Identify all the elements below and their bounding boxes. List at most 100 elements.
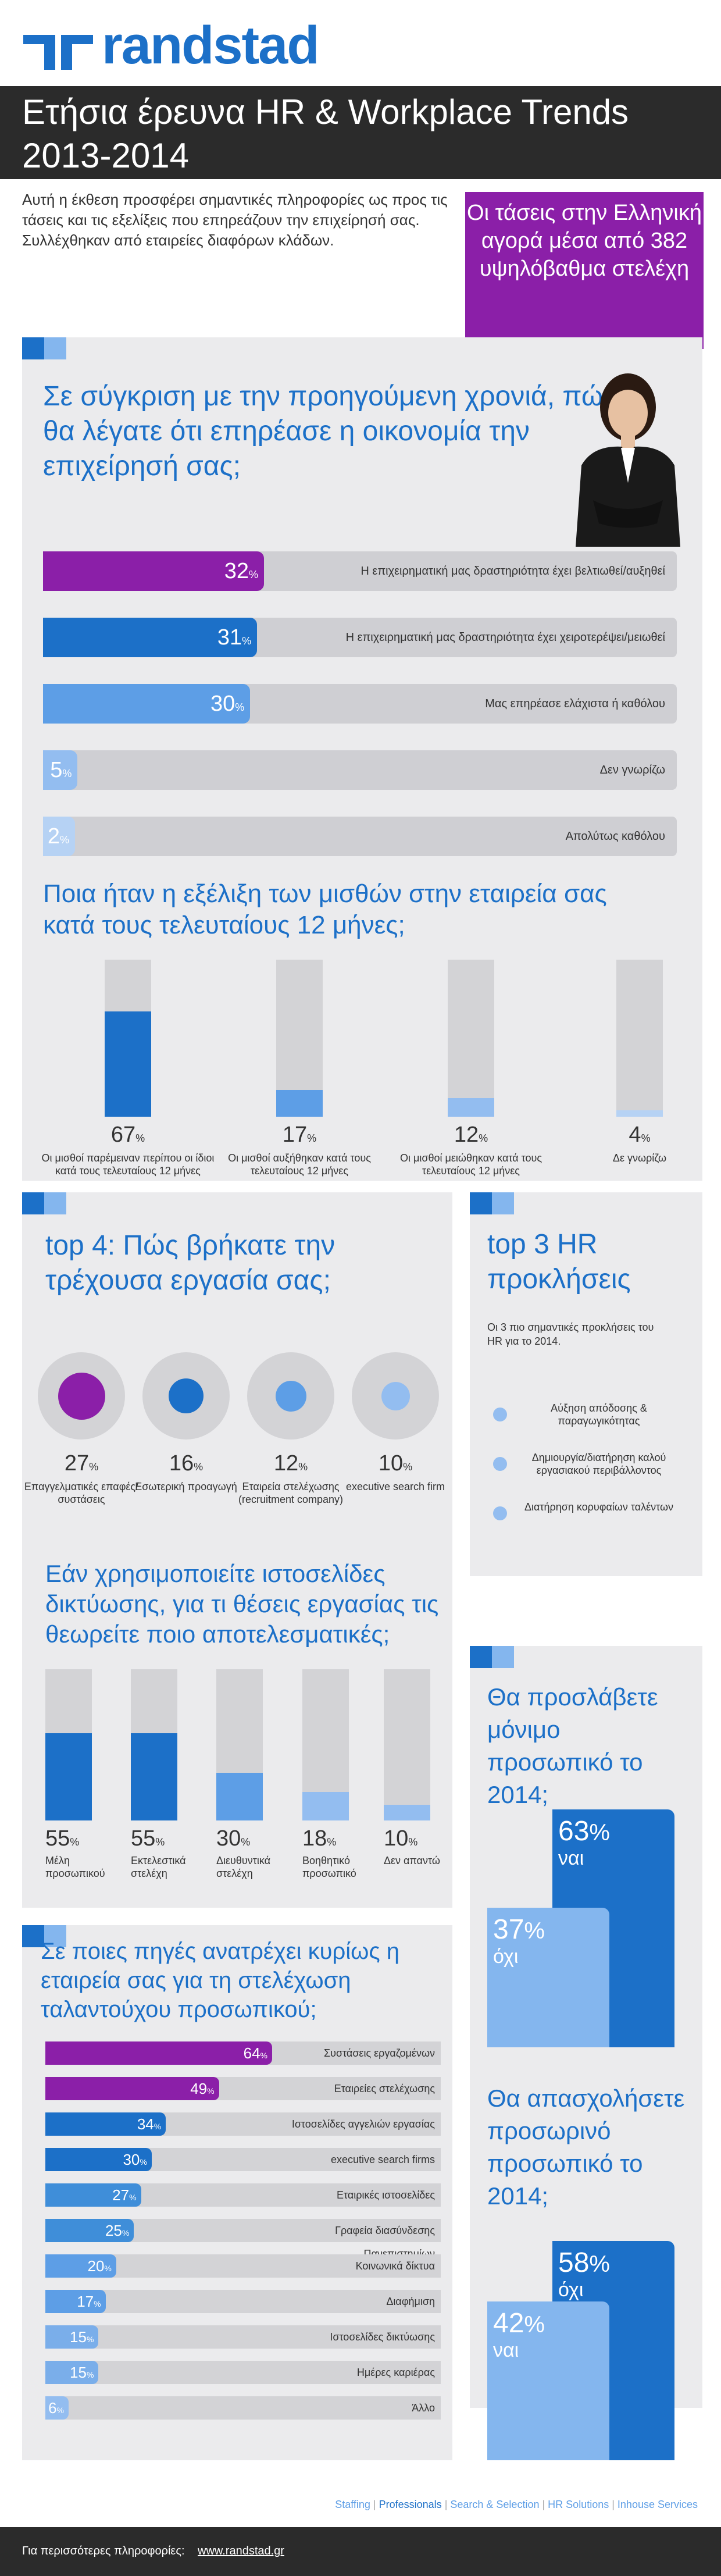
bar-caption: Οι μισθοί αυξήθηκαν κατά τους τελευταίου… xyxy=(228,1152,371,1177)
bar-caption: Μέλη προσωπικού xyxy=(45,1855,105,1879)
q4-sub: Οι 3 πιο σημαντικές προκλήσεις του HR γι… xyxy=(487,1321,654,1347)
unit: % xyxy=(104,2264,112,2273)
q3-heading: top 4: Πώς βρήκατε την τρέχουσα εργασία … xyxy=(45,1230,335,1296)
unit: % xyxy=(129,2193,137,2202)
value: 2 xyxy=(47,824,60,849)
unit: % xyxy=(479,1132,488,1144)
section-marker xyxy=(470,1192,492,1214)
bar-fill xyxy=(384,1804,430,1820)
bar-fill: 6% xyxy=(45,2396,69,2420)
unit: % xyxy=(298,1461,308,1473)
unit: % xyxy=(155,1836,165,1848)
bar-value: 55% xyxy=(45,1826,79,1851)
footer-url-link[interactable]: www.randstad.gr xyxy=(198,2545,284,2557)
bar-track xyxy=(45,2396,441,2420)
bar-label: Κοινωνικά δίκτυα xyxy=(355,2260,435,2272)
footer-more-text: Για περισσότερες πληροφορίες: xyxy=(22,2545,185,2557)
service-link[interactable]: Staffing xyxy=(335,2499,370,2510)
unit: % xyxy=(62,768,72,779)
bar-label: Εταιρείες στελέχωσης xyxy=(334,2083,435,2094)
block-value: 37% xyxy=(493,1914,604,1946)
section-marker xyxy=(22,1925,44,1947)
unit: % xyxy=(207,2086,215,2096)
value: 17 xyxy=(282,1123,308,1147)
brand-name: randstad xyxy=(102,16,320,75)
unit: % xyxy=(154,2122,162,2131)
bar-caption: Βοηθητικό προσωπικό xyxy=(302,1855,356,1879)
unit: % xyxy=(641,1132,651,1144)
unit: % xyxy=(307,1132,317,1144)
bar-fill: 34% xyxy=(45,2112,166,2136)
bar-value: 10% xyxy=(384,1826,417,1851)
circle-fill xyxy=(381,1381,410,1410)
bar-fill xyxy=(448,1098,494,1117)
bar-fill xyxy=(216,1773,263,1820)
q7-heading: Θα απασχολήσετε προσωρινό προσωπικό το 2… xyxy=(487,2085,685,2210)
unit: % xyxy=(135,1132,145,1144)
value: 64 xyxy=(243,2044,260,2062)
unit: % xyxy=(248,569,258,580)
block-label: ναι xyxy=(493,2339,519,2361)
block-minor: 37% όχι xyxy=(487,1907,609,2047)
service-link[interactable]: Search & Selection xyxy=(450,2499,540,2510)
bar-fill: 31% xyxy=(43,618,258,657)
challenge-label: Δημιουργία/διατήρηση καλού εργασιακού πε… xyxy=(531,1452,666,1476)
bar-fill: 49% xyxy=(45,2077,219,2100)
callout-text: Οι τάσεις στην Ελληνική αγορά μέσα από 3… xyxy=(467,201,702,281)
unit: % xyxy=(327,1836,337,1848)
unit: % xyxy=(94,2299,101,2308)
bar-fill: 2% xyxy=(43,817,75,856)
unit: % xyxy=(408,1836,418,1848)
block-label: όχι xyxy=(493,1945,519,1968)
value: 16 xyxy=(169,1451,194,1476)
bar-value: 17% xyxy=(241,1123,358,1148)
value: 27 xyxy=(64,1451,90,1476)
section-marker xyxy=(44,1192,66,1214)
unit: % xyxy=(589,2251,610,2277)
bar-fill: 32% xyxy=(43,551,264,591)
service-link[interactable]: Professionals xyxy=(379,2499,442,2510)
service-link[interactable]: HR Solutions xyxy=(548,2499,609,2510)
q2-heading: Ποια ήταν η εξέλιξη των μισθών στην εται… xyxy=(43,879,607,939)
bar-fill: 17% xyxy=(45,2290,106,2313)
bar-label: Εταιρικές ιστοσελίδες xyxy=(336,2189,435,2201)
value: 15 xyxy=(70,2328,87,2346)
bar-label: Απολύτως καθόλου xyxy=(565,830,665,843)
item-value: 27% xyxy=(26,1451,137,1476)
unit: % xyxy=(403,1461,413,1473)
value: 10 xyxy=(384,1826,409,1851)
bar-track xyxy=(384,1669,430,1820)
intro-text: Αυτή η έκθεση προσφέρει σημαντικές πληρο… xyxy=(22,191,448,249)
value: 25 xyxy=(105,2222,122,2239)
bar-label: executive search firms xyxy=(330,2154,435,2165)
section-marker xyxy=(22,337,44,359)
unit: % xyxy=(59,834,69,846)
bar-label: Δεν γνωρίζω xyxy=(599,764,665,776)
bar-fill xyxy=(276,1090,323,1117)
block-label: ναι xyxy=(558,1847,584,1869)
value: 5 xyxy=(50,758,63,782)
circle-fill xyxy=(58,1372,105,1420)
bar-caption: Δεν απαντώ xyxy=(384,1855,440,1866)
value: 17 xyxy=(77,2293,94,2310)
q5-heading: Εάν χρησιμοποιείτε ιστοσελίδες δικτύωσης… xyxy=(45,1560,439,1648)
unit: % xyxy=(56,2406,64,2415)
bar-caption: Δε γνωρίζω xyxy=(612,1152,667,1164)
bar-label: Η επιχειρηματική μας δραστηριότητα έχει … xyxy=(345,631,665,644)
value: 30 xyxy=(216,1826,241,1851)
value: 31 xyxy=(217,625,242,650)
page-title: Ετήσια έρευνα HR & Workplace Trends xyxy=(22,92,629,131)
bullet-icon xyxy=(493,1408,507,1421)
section-marker xyxy=(470,1646,492,1668)
value: 67 xyxy=(110,1123,136,1147)
value: 27 xyxy=(112,2186,130,2204)
block-minor: 42% ναι xyxy=(487,2301,609,2460)
bar-label: Ημέρες καριέρας xyxy=(356,2367,435,2378)
service-link[interactable]: Inhouse Services xyxy=(617,2499,698,2510)
page-subtitle: 2013-2014 xyxy=(22,136,189,175)
item-caption: Επαγγελματικές επαφές/συστάσεις xyxy=(24,1481,139,1505)
bullet-icon xyxy=(493,1506,507,1520)
bar-fill: 15% xyxy=(45,2325,99,2349)
bar-track xyxy=(616,960,663,1117)
bar-caption: Εκτελεστικά στελέχη xyxy=(131,1855,186,1879)
